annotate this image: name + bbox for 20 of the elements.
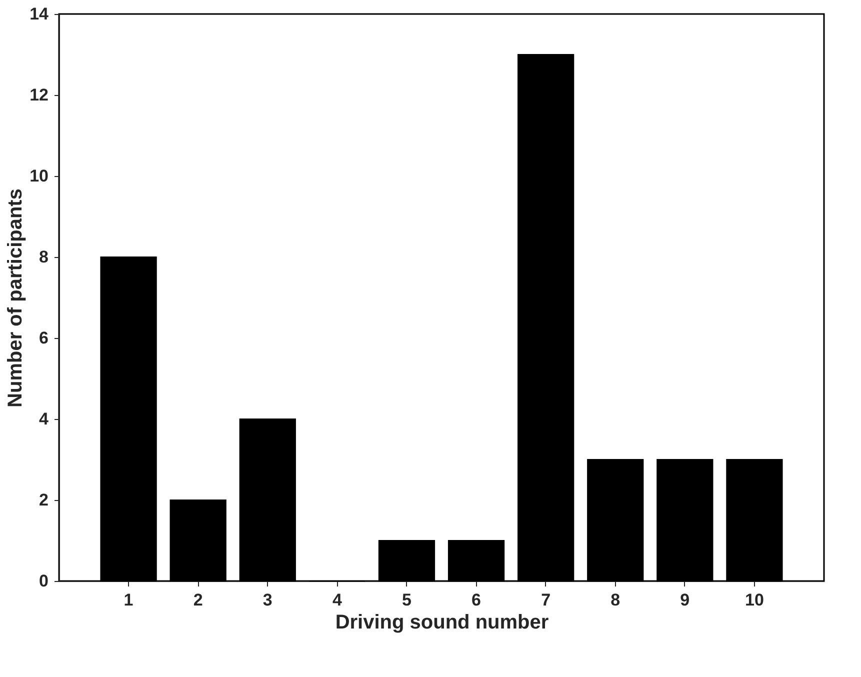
x-tick-label: 9	[680, 590, 690, 610]
x-tick-label: 7	[541, 590, 551, 610]
y-tick-label: 2	[39, 490, 48, 510]
y-tick-label: 0	[39, 572, 48, 590]
y-tick-label: 4	[39, 410, 50, 428]
x-tick-label: 2	[193, 590, 203, 610]
y-tick-label: 8	[39, 248, 48, 266]
y-tick-label: 12	[30, 86, 48, 104]
x-tick-label: 10	[744, 590, 764, 610]
x-tick-label: 6	[472, 590, 482, 610]
y-tick-label: 6	[39, 328, 48, 348]
y-tick-label: 14	[30, 4, 50, 24]
x-tick-label: 4	[332, 590, 342, 610]
x-tick-label: 3	[262, 590, 272, 610]
x-axis-title: Driving sound number	[335, 612, 549, 634]
x-tick-label: 8	[610, 590, 620, 610]
y-tick-label: 10	[30, 166, 48, 186]
y-axis-title: Number of participants	[4, 188, 27, 408]
x-tick-label: 1	[124, 590, 134, 610]
x-tick-label: 5	[402, 590, 412, 610]
